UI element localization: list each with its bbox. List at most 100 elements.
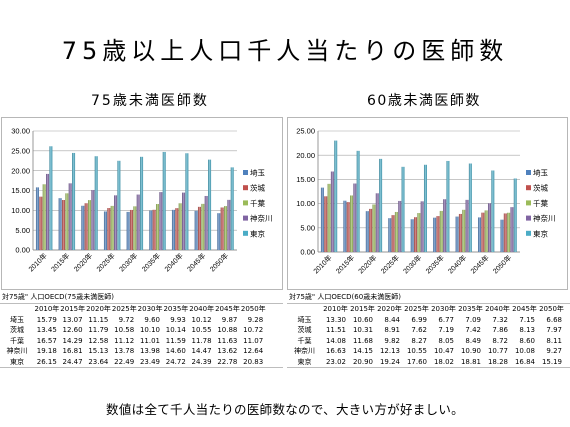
table-cell: 7.42 bbox=[465, 326, 481, 334]
table-cell: 18.28 bbox=[487, 357, 508, 366]
table-cell: 10.47 bbox=[433, 347, 454, 355]
bar-series-3-category-7 bbox=[178, 203, 182, 250]
bar-series-2-category-8 bbox=[481, 212, 485, 252]
table-row-label: 埼玉 bbox=[10, 315, 24, 324]
bar-series-4-category-1 bbox=[46, 173, 50, 250]
bar-series-1-category-3 bbox=[81, 205, 85, 250]
table-column-header: 2030年 bbox=[431, 305, 456, 313]
table-column-header: 2010年 bbox=[34, 305, 60, 313]
table-column-header: 2040年 bbox=[485, 305, 510, 313]
bar-series-5-category-7 bbox=[185, 153, 189, 250]
bar-series-5-category-1 bbox=[334, 140, 338, 252]
bar-series-1-category-2 bbox=[58, 198, 62, 250]
table-cell: 10.88 bbox=[217, 326, 238, 334]
table-cell: 10.72 bbox=[243, 326, 264, 334]
table-row-label: 埼玉 bbox=[297, 315, 312, 324]
bar-series-2-category-2 bbox=[346, 202, 350, 252]
y-tick-label: 0.00 bbox=[15, 246, 30, 255]
bar-series-1-category-5 bbox=[126, 211, 130, 250]
table-header-row: 2010年 2015年 2020年 2025年 2030年 2035年 2040年 2045年… bbox=[287, 303, 570, 315]
table-cell: 10.90 bbox=[460, 347, 481, 355]
bar-series-2-category-4 bbox=[107, 208, 111, 250]
bar-series-2-category-4 bbox=[391, 215, 395, 252]
table-cell: 14.60 bbox=[165, 347, 186, 355]
table-corner-cell bbox=[287, 304, 322, 315]
legend-label: 茨城 bbox=[250, 183, 265, 193]
legend-label: 埼玉 bbox=[533, 168, 548, 178]
table-row-label: 東京 bbox=[10, 357, 24, 366]
table-cell: 11.07 bbox=[243, 336, 264, 345]
bar-series-1-category-4 bbox=[388, 218, 392, 252]
table-cell: 16.63 bbox=[325, 347, 346, 355]
bar-series-1-category-7 bbox=[455, 216, 459, 252]
y-tick-label: 25.00 bbox=[11, 146, 30, 155]
chart-title-under-60: 60歳未満医師数 bbox=[367, 93, 481, 109]
bar-series-5-category-4 bbox=[401, 166, 405, 252]
table-cell: 10.60 bbox=[352, 315, 373, 324]
bar-series-3-category-8 bbox=[201, 203, 205, 250]
y-tick-label: 20.00 bbox=[11, 166, 30, 175]
bar-series-2-category-5 bbox=[414, 217, 418, 252]
table-caption: 対75歳" 人口OECD(60歳未満医師) bbox=[289, 293, 401, 301]
data-table-under-75: 対75歳" 人口OECD(75歳未満医師) 2010年 2015年 2020年 2025… bbox=[0, 292, 283, 368]
table-cell: 16.81 bbox=[62, 347, 83, 355]
table-cell: 24.39 bbox=[191, 357, 212, 366]
table-row-label: 千葉 bbox=[10, 336, 24, 345]
table-cell: 19.24 bbox=[379, 357, 400, 366]
table-cell: 15.79 bbox=[36, 315, 57, 324]
legend-item: 神奈川 bbox=[243, 213, 273, 223]
table-row: 神奈川 19.18 16.81 15.13 13.78 13.98 14.60 14.47 13… bbox=[0, 346, 283, 357]
bar-series-3-category-6 bbox=[439, 210, 443, 252]
table-cell: 8.72 bbox=[492, 336, 508, 345]
bar-series-4-category-3 bbox=[91, 189, 95, 250]
bar-series-2-category-1 bbox=[324, 196, 328, 252]
table-column-header: 2050年 bbox=[240, 305, 266, 313]
bar-series-4-category-7 bbox=[465, 199, 469, 252]
bar-series-1-category-2 bbox=[343, 200, 347, 252]
y-tick-label: 10.00 bbox=[11, 206, 30, 215]
bar-series-4-category-6 bbox=[159, 192, 163, 250]
table-cell: 8.05 bbox=[438, 336, 454, 345]
bar-series-3-category-9 bbox=[223, 206, 228, 250]
legend-item: 埼玉 bbox=[243, 168, 265, 178]
table-row: 埼玉 15.79 13.07 11.15 9.72 9.60 9.93 10.12 9.87 9.… bbox=[0, 315, 283, 326]
legend-label: 神奈川 bbox=[250, 213, 273, 223]
bar-series-1-category-9 bbox=[217, 213, 221, 250]
table-cell: 13.30 bbox=[325, 315, 346, 324]
table-cell: 24.72 bbox=[165, 357, 186, 366]
bar-series-3-category-4 bbox=[394, 211, 398, 252]
bar-series-1-category-4 bbox=[103, 211, 107, 250]
table-corner-cell bbox=[0, 304, 34, 315]
table-cell: 20.83 bbox=[243, 357, 264, 366]
table-cell: 13.45 bbox=[36, 326, 57, 334]
legend-label: 茨城 bbox=[533, 183, 548, 193]
bar-series-3-category-1 bbox=[327, 183, 331, 252]
legend-label: 埼玉 bbox=[250, 168, 265, 178]
table-cell: 11.78 bbox=[191, 336, 212, 345]
bar-series-3-category-2 bbox=[65, 193, 69, 250]
table-cell: 14.29 bbox=[62, 336, 83, 345]
table-cell: 19.18 bbox=[36, 347, 57, 355]
bar-series-1-category-8 bbox=[478, 217, 482, 252]
table-row-label: 東京 bbox=[297, 357, 312, 366]
table-cell: 17.60 bbox=[406, 357, 427, 366]
table-cell: 10.14 bbox=[165, 326, 186, 334]
bar-series-3-category-5 bbox=[417, 213, 421, 252]
legend-item: 東京 bbox=[243, 228, 265, 238]
chart-title-under-75: 75歳未満医師数 bbox=[91, 93, 209, 109]
y-tick-label: 15.00 bbox=[296, 175, 315, 184]
table-row: 東京 26.15 24.47 23.64 22.49 23.49 24.72 24.39 22.… bbox=[0, 357, 283, 368]
bar-series-1-category-1 bbox=[35, 187, 39, 250]
table-row: 千葉 16.57 14.29 12.58 11.12 11.01 11.59 11.78 11.… bbox=[0, 336, 283, 347]
table-row: 埼玉 13.30 10.60 8.44 6.99 6.77 7.09 7.32 7.15 6.68 bbox=[287, 315, 570, 326]
table-cell: 9.82 bbox=[384, 336, 400, 345]
table-column-header: 2035年 bbox=[163, 305, 189, 313]
bar-series-2-category-6 bbox=[436, 216, 440, 252]
table-cell: 11.12 bbox=[114, 336, 135, 345]
bar-series-3-category-1 bbox=[42, 184, 46, 250]
table-cell: 12.64 bbox=[243, 347, 264, 355]
table-cell: 10.58 bbox=[114, 326, 135, 334]
